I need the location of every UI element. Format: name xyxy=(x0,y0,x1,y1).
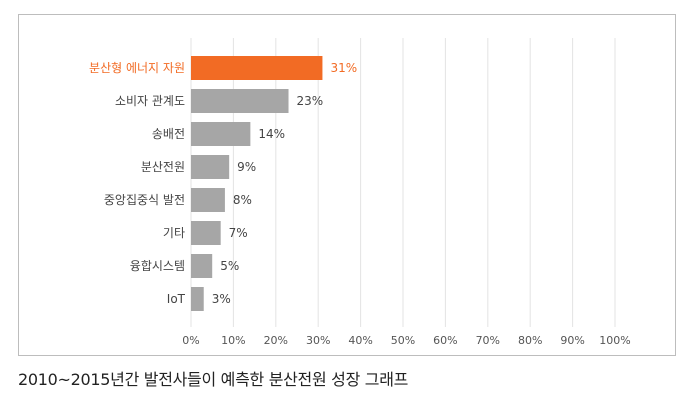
bar xyxy=(191,188,225,212)
value-label: 31% xyxy=(330,61,357,75)
value-label: 7% xyxy=(229,226,248,240)
value-label: 5% xyxy=(220,259,239,273)
x-tick-label: 20% xyxy=(264,334,288,347)
category-label: 융합시스템 xyxy=(130,259,185,273)
value-label: 8% xyxy=(233,193,252,207)
bar xyxy=(191,287,204,311)
value-label: 3% xyxy=(212,292,231,306)
bar-chart: 0% 10% 20% 30% 40% 50% 60% 70% 80% 90% 100% 분산형 에너지… xyxy=(89,38,631,347)
x-tick-label: 40% xyxy=(348,334,372,347)
category-label: 분산전원 xyxy=(141,160,185,174)
figure-caption: 2010~2015년간 발전사들이 예측한 분산전원 성장 그래프 xyxy=(18,370,409,389)
chart-frame: 0% 10% 20% 30% 40% 50% 60% 70% 80% 90% 100% 분산형 에너지… xyxy=(18,14,676,356)
value-label: 23% xyxy=(297,94,324,108)
bar xyxy=(191,89,289,113)
bar xyxy=(191,254,213,278)
x-tick-label: 60% xyxy=(433,334,457,347)
bar xyxy=(191,155,230,179)
x-tick-label: 30% xyxy=(306,334,330,347)
value-label: 9% xyxy=(237,160,256,174)
category-label: IoT xyxy=(167,292,186,306)
category-label: 소비자 관계도 xyxy=(115,94,185,108)
x-tick-label: 90% xyxy=(560,334,584,347)
value-label: 14% xyxy=(258,127,285,141)
category-label: 송배전 xyxy=(152,127,185,141)
x-tick-label: 70% xyxy=(476,334,500,347)
x-tick-label: 0% xyxy=(182,334,199,347)
category-label: 중앙집중식 발전 xyxy=(104,193,185,207)
category-label: 분산형 에너지 자원 xyxy=(89,61,185,75)
x-tick-label: 100% xyxy=(599,334,630,347)
bar xyxy=(191,122,251,146)
category-label: 기타 xyxy=(163,226,185,240)
bar xyxy=(191,221,221,245)
x-tick-label: 10% xyxy=(221,334,245,347)
x-tick-label: 80% xyxy=(518,334,542,347)
bar xyxy=(191,56,323,80)
x-tick-label: 50% xyxy=(391,334,415,347)
